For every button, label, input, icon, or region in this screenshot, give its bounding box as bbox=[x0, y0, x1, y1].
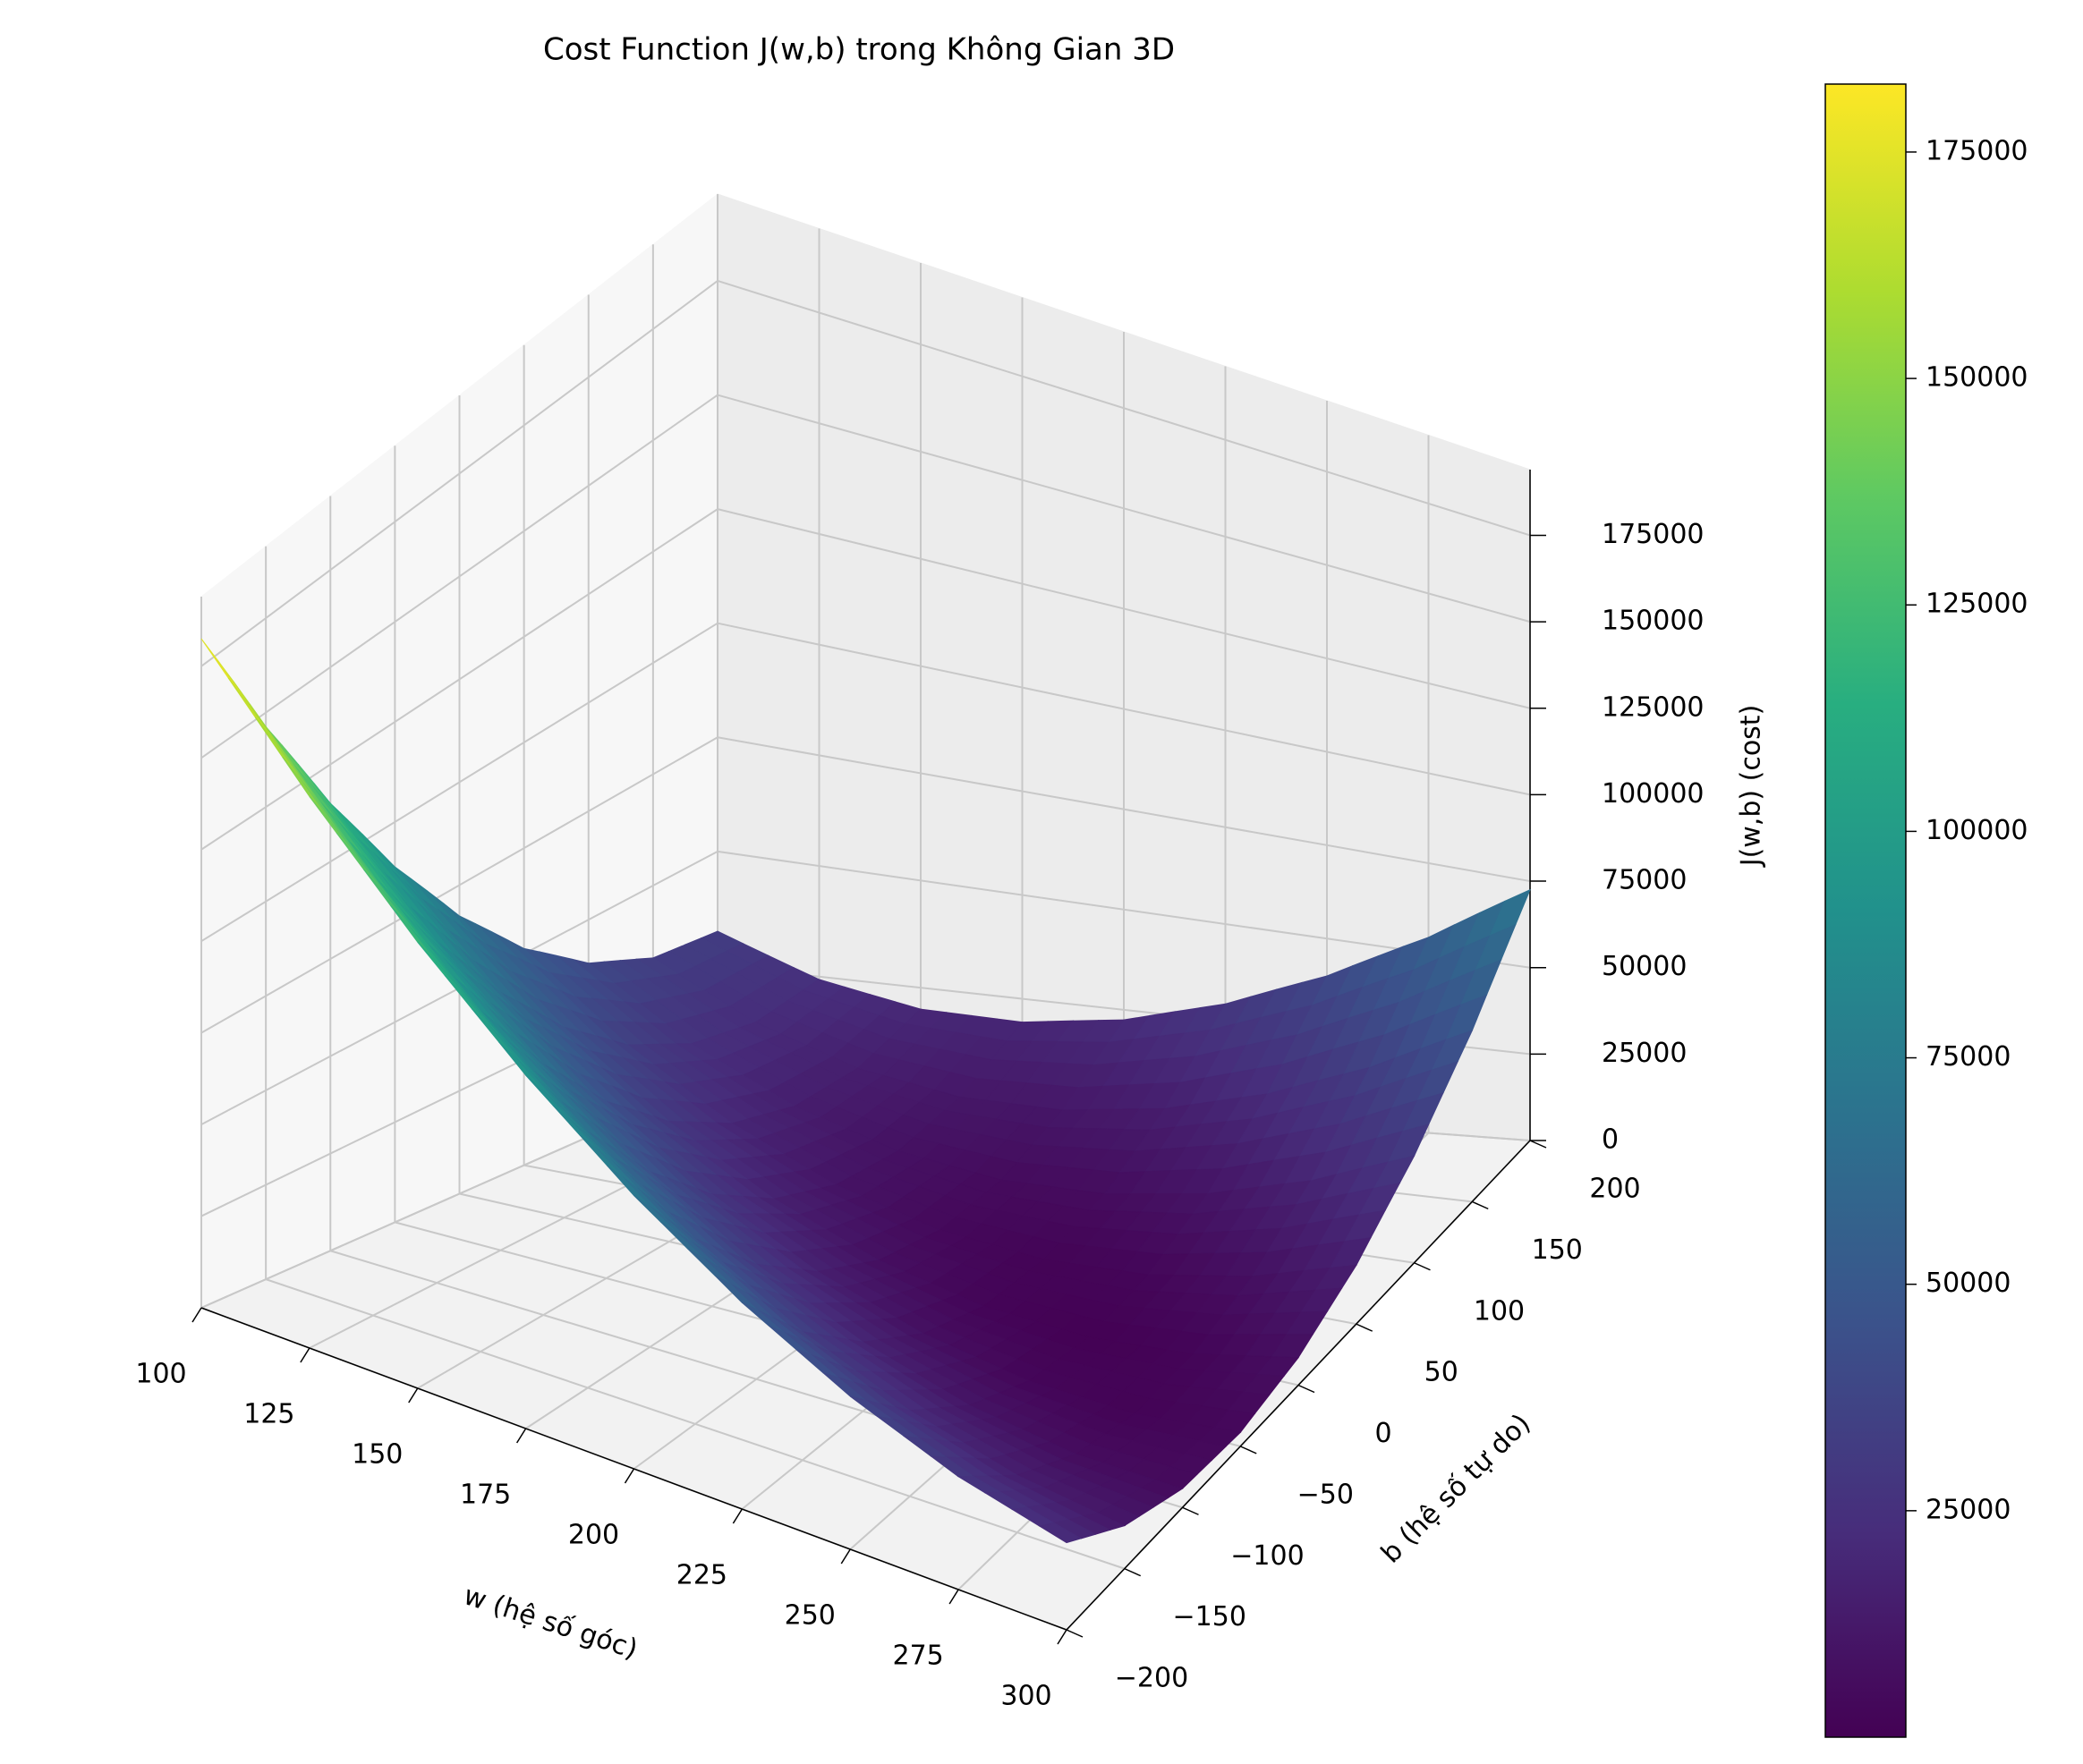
tick-mark bbox=[1471, 1200, 1489, 1210]
tick-mark bbox=[1529, 1140, 1547, 1149]
colorbar-tick-label: 175000 bbox=[1926, 135, 2028, 166]
tick-mark bbox=[1239, 1446, 1257, 1454]
grid-line bbox=[717, 736, 1531, 883]
y-tick-label: 100 bbox=[1474, 1295, 1525, 1327]
tick-mark bbox=[624, 1468, 635, 1484]
z-tick-label: 75000 bbox=[1602, 865, 1687, 896]
y-tick-label: −50 bbox=[1297, 1479, 1354, 1510]
colorbar-tick-label: 150000 bbox=[1926, 362, 2028, 394]
tick-mark bbox=[300, 1347, 310, 1363]
tick-mark bbox=[515, 1428, 527, 1444]
colorbar-tick-label: 50000 bbox=[1926, 1268, 2011, 1299]
grid-line bbox=[717, 280, 1531, 537]
z-tick-label: 100000 bbox=[1602, 778, 1705, 810]
z-tick-label: 25000 bbox=[1602, 1038, 1687, 1069]
y-tick-label: 200 bbox=[1589, 1174, 1640, 1205]
colorbar-tick-label: 125000 bbox=[1926, 589, 2028, 620]
grid-line bbox=[200, 736, 718, 1034]
chart-title: Cost Function J(w,b) trong Không Gian 3D bbox=[543, 32, 1175, 68]
y-tick-label: −100 bbox=[1230, 1540, 1304, 1572]
tick-mark bbox=[1182, 1506, 1199, 1515]
tick-mark bbox=[1414, 1262, 1431, 1271]
z-tick-label: 0 bbox=[1602, 1124, 1619, 1156]
tick-mark bbox=[1356, 1323, 1373, 1332]
tick-mark bbox=[1057, 1629, 1067, 1645]
y-tick-label: 0 bbox=[1374, 1418, 1391, 1449]
tick-mark bbox=[191, 1307, 202, 1323]
grid-line bbox=[717, 622, 1531, 796]
tick-mark bbox=[948, 1589, 959, 1605]
y-tick-label: 150 bbox=[1532, 1234, 1583, 1266]
grid-line bbox=[717, 394, 1531, 623]
tick-mark bbox=[840, 1548, 851, 1565]
tick-mark bbox=[1066, 1629, 1084, 1638]
x-tick-label: 225 bbox=[676, 1560, 727, 1591]
x-tick-label: 300 bbox=[1000, 1681, 1051, 1712]
z-tick-label: 125000 bbox=[1602, 691, 1705, 723]
z-tick-label: 150000 bbox=[1602, 606, 1705, 637]
tick-mark bbox=[1297, 1384, 1315, 1394]
y-axis-label: b (hệ số tự do) bbox=[1375, 1408, 1536, 1569]
grid-line bbox=[265, 1278, 1126, 1570]
colorbar-tick-label: 75000 bbox=[1926, 1041, 2011, 1073]
colorbar-tick-label: 100000 bbox=[1926, 815, 2028, 846]
tick-mark bbox=[732, 1508, 744, 1524]
tick-mark bbox=[408, 1387, 419, 1404]
grid-line bbox=[200, 508, 718, 851]
z-tick-label: 50000 bbox=[1602, 951, 1687, 982]
grid-line bbox=[717, 508, 1531, 709]
grid-line bbox=[200, 280, 718, 667]
grid-line bbox=[200, 394, 718, 759]
y-tick-label: −150 bbox=[1173, 1601, 1246, 1633]
x-tick-label: 100 bbox=[135, 1359, 186, 1390]
grid-line bbox=[717, 850, 1531, 969]
x-tick-label: 250 bbox=[785, 1600, 836, 1632]
tick-mark bbox=[1124, 1567, 1142, 1577]
colorbar bbox=[1824, 83, 1907, 1738]
y-tick-label: −200 bbox=[1115, 1663, 1188, 1694]
x-tick-label: 275 bbox=[892, 1641, 943, 1672]
x-tick-label: 200 bbox=[568, 1520, 619, 1551]
surface-patch bbox=[1038, 1522, 1083, 1544]
y-tick-label: 50 bbox=[1424, 1357, 1458, 1388]
x-axis-label: w (hệ số góc) bbox=[460, 1580, 642, 1666]
x-tick-label: 150 bbox=[352, 1439, 403, 1471]
z-tick-label: 175000 bbox=[1602, 519, 1705, 550]
colorbar-tick-label: 25000 bbox=[1926, 1494, 2011, 1525]
grid-line bbox=[200, 622, 718, 943]
z-axis-label: J(w,b) (cost) bbox=[1736, 705, 1767, 869]
x-tick-label: 175 bbox=[460, 1480, 511, 1511]
x-tick-label: 125 bbox=[243, 1399, 294, 1430]
